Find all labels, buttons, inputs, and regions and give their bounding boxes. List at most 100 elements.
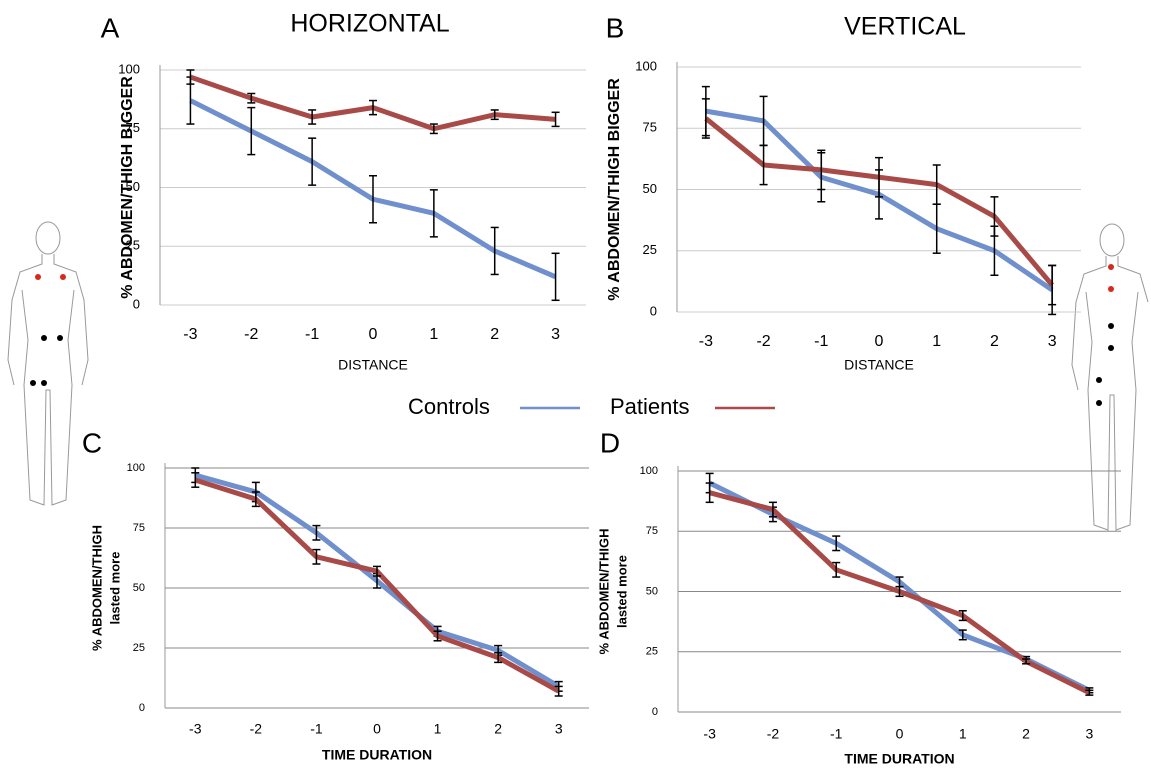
- x-tick-label: 0: [896, 726, 904, 742]
- error-bar: [832, 561, 841, 578]
- y-tick-label: 25: [126, 238, 140, 253]
- x-tick-label: -1: [830, 726, 843, 742]
- x-tick-label: 3: [1085, 726, 1093, 742]
- error-bar: [247, 92, 256, 104]
- x-tick-label: 3: [1048, 333, 1057, 350]
- x-tick-label: -1: [814, 333, 828, 350]
- legend-label: Controls: [408, 394, 490, 419]
- x-tick-label: 0: [373, 721, 381, 737]
- error-bar: [932, 164, 941, 205]
- x-tick-label: 1: [434, 721, 442, 737]
- chart-title: HORIZONTAL: [290, 10, 449, 38]
- error-bar: [1022, 658, 1031, 665]
- y-tick-label: 50: [646, 585, 658, 597]
- x-axis-label: DISTANCE: [338, 357, 408, 373]
- y-tick-label: 75: [133, 522, 145, 534]
- error-bar: [832, 535, 841, 552]
- error-bar: [373, 565, 381, 577]
- body-figure-right: [1071, 223, 1149, 531]
- y-tick-label: 0: [652, 706, 658, 718]
- y-tick-label: 100: [127, 462, 145, 474]
- error-bar: [1048, 264, 1057, 306]
- y-axis-label: % ABDOMEN/THIGH: [89, 525, 104, 651]
- error-bar: [191, 472, 200, 488]
- x-tick-label: 3: [551, 326, 560, 343]
- y-tick-label: 75: [126, 120, 140, 135]
- error-bar: [759, 144, 768, 186]
- error-bar: [490, 109, 499, 121]
- x-tick-label: 0: [369, 326, 378, 343]
- x-tick-label: -3: [699, 333, 713, 350]
- y-tick-label: 75: [646, 525, 658, 537]
- error-bar: [369, 99, 377, 116]
- x-tick-label: -2: [756, 333, 770, 350]
- error-bar: [705, 482, 714, 504]
- body-figure-left: [7, 221, 89, 506]
- x-tick-label: 1: [959, 726, 967, 742]
- x-tick-label: 1: [932, 333, 941, 350]
- x-tick-label: -2: [250, 721, 263, 737]
- x-tick-label: -2: [244, 326, 258, 343]
- y-tick-label: 25: [133, 642, 145, 654]
- error-bar: [429, 189, 438, 238]
- x-tick-label: -3: [189, 721, 202, 737]
- error-bar: [958, 610, 967, 622]
- error-bar: [308, 137, 317, 186]
- y-tick-label: 100: [118, 61, 140, 76]
- error-bar: [308, 109, 317, 125]
- panel-letter: A: [101, 12, 120, 43]
- y-axis-label: % ABDOMEN/THIGH: [596, 529, 611, 655]
- x-tick-label: 0: [875, 333, 884, 350]
- legend-label: Patients: [610, 394, 690, 419]
- error-bar: [494, 652, 503, 664]
- x-tick-label: 2: [1022, 726, 1030, 742]
- error-bar: [554, 685, 563, 697]
- error-bar: [312, 524, 321, 541]
- panel-letter: B: [606, 12, 625, 43]
- x-tick-label: 2: [990, 333, 999, 350]
- error-bar: [369, 175, 377, 224]
- error-bar: [817, 149, 826, 191]
- error-bar: [768, 501, 777, 518]
- error-bar: [247, 106, 256, 156]
- error-bar: [251, 491, 260, 508]
- x-tick-label: -3: [703, 726, 716, 742]
- x-tick-label: -3: [183, 326, 197, 343]
- x-tick-label: -2: [767, 726, 780, 742]
- y-axis-label: lasted more: [614, 555, 629, 628]
- y-tick-label: 50: [133, 582, 145, 594]
- y-tick-label: 100: [635, 58, 657, 73]
- error-bar: [551, 252, 560, 302]
- error-bar: [429, 123, 438, 135]
- y-tick-label: 0: [650, 303, 657, 318]
- error-bar: [490, 226, 499, 276]
- x-tick-label: 2: [494, 721, 502, 737]
- error-bar: [1085, 689, 1094, 696]
- y-tick-label: 50: [126, 179, 140, 194]
- x-tick-label: 3: [555, 721, 563, 737]
- error-bar: [875, 156, 883, 198]
- error-bar: [958, 629, 967, 641]
- error-bar: [701, 98, 710, 139]
- x-tick-label: 2: [490, 326, 499, 343]
- y-tick-label: 25: [646, 646, 658, 658]
- chart-title: VERTICAL: [844, 13, 966, 41]
- x-axis-label: DISTANCE: [844, 357, 914, 373]
- x-axis-label: TIME DURATION: [844, 751, 954, 767]
- y-axis-label: % ABDOMEN/THIGH BIGGER: [119, 76, 136, 299]
- x-axis-label: TIME DURATION: [322, 747, 432, 763]
- error-bar: [990, 196, 999, 237]
- y-tick-label: 100: [640, 465, 658, 477]
- y-tick-label: 0: [139, 702, 145, 714]
- panel-letter: D: [600, 427, 620, 458]
- error-bar: [895, 585, 904, 598]
- y-tick-label: 0: [133, 296, 140, 311]
- y-axis-label: % ABDOMEN/THIGH BIGGER: [606, 78, 623, 301]
- error-bar: [312, 548, 321, 565]
- y-tick-label: 25: [643, 242, 657, 257]
- error-bar: [433, 630, 442, 642]
- error-bar: [186, 69, 195, 85]
- error-bar: [551, 111, 560, 128]
- x-tick-label: 1: [429, 326, 438, 343]
